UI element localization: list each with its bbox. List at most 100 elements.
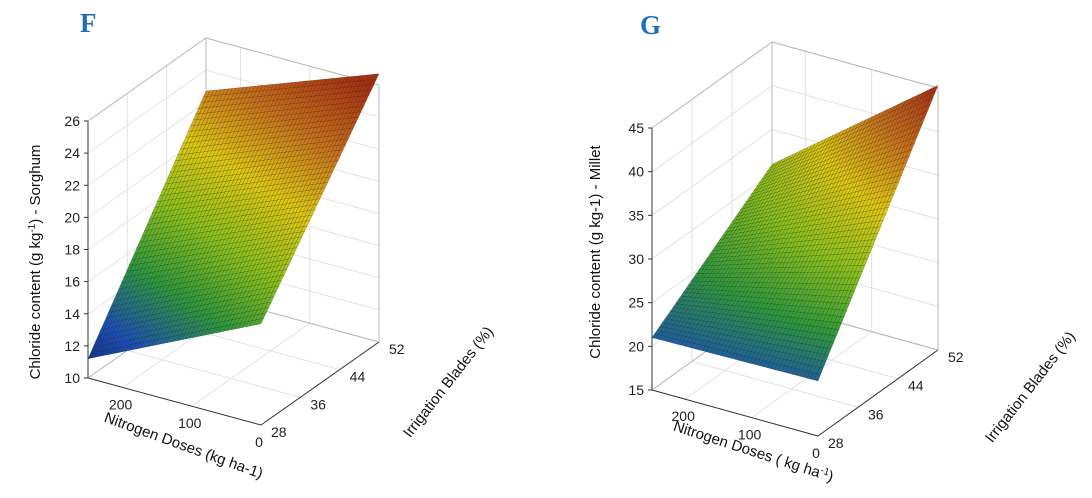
z-tick-label: 10 — [64, 370, 80, 386]
response-surface — [651, 85, 939, 382]
surface-chart-g: 15 20 25 30 35 40 45 0 100 200 28 36 44 52 Chloride co… — [587, 41, 1079, 486]
z-tick-label: 30 — [628, 251, 644, 267]
surface-cell — [351, 116, 359, 124]
y-grid-line — [691, 360, 859, 408]
z-axis-title: Chloride content (g kg-1) - Sorghum — [27, 145, 45, 380]
surface-cell — [915, 123, 923, 132]
x-tick-label: 0 — [812, 445, 820, 461]
y-tick-label: 44 — [350, 369, 366, 385]
surface-cell — [931, 85, 939, 94]
z-tick-label: 18 — [64, 242, 80, 258]
surface-cell — [866, 245, 874, 253]
surface-cell — [876, 220, 884, 228]
top-edge — [87, 37, 207, 122]
surface-cell — [874, 226, 881, 234]
surface-cell — [900, 162, 907, 171]
panel-letter-g: G — [640, 10, 662, 40]
z-tick-label: 24 — [64, 145, 80, 161]
z-grid-line — [87, 69, 207, 154]
z-tick-label: 12 — [64, 338, 80, 354]
surface-cell — [897, 168, 905, 177]
surface-cell — [262, 307, 270, 314]
surface-cell — [372, 73, 380, 80]
panel-letter-f: F — [80, 8, 97, 38]
z-grid-line — [651, 172, 773, 260]
surface-cell — [907, 142, 915, 152]
z-grid-line — [651, 85, 773, 173]
surface-cell — [895, 175, 902, 183]
surface-cell — [362, 95, 369, 102]
surface-cell — [881, 207, 889, 215]
surface-cell — [354, 111, 362, 118]
z-tick-label: 40 — [628, 164, 644, 180]
z-tick-label: 15 — [628, 382, 644, 398]
y-tick-label: 28 — [271, 424, 287, 440]
z-tick-label: 25 — [628, 295, 644, 311]
x-tick-label: 0 — [255, 434, 263, 450]
x-tick-label: 200 — [672, 408, 696, 424]
y-tick-label: 52 — [389, 341, 405, 357]
y-tick-label: 28 — [828, 435, 844, 451]
x-axis-line — [87, 377, 262, 426]
z-grid-line — [651, 128, 773, 216]
surface-chart-f: 10 12 14 16 18 20 22 24 26 0 100 200 28 36 44 52 Chlorid… — [27, 37, 497, 482]
surface-cell — [367, 84, 375, 91]
surface-cell — [364, 89, 372, 97]
surface-cell — [926, 97, 934, 107]
top-edge — [651, 41, 773, 129]
x-axis-line — [651, 389, 819, 437]
y-axis-title: Irrigation Blades (%) — [982, 328, 1079, 446]
surface-cell — [923, 104, 931, 113]
chart-panel-g: G 15 20 25 30 35 40 45 0 100 200 28 36 44 52 Chloride … — [546, 0, 1092, 498]
surface-cell — [829, 335, 837, 343]
top-edge — [771, 41, 939, 89]
z-tick-label: 26 — [64, 113, 80, 129]
z-tick-label: 45 — [628, 120, 644, 136]
surface-cell — [842, 303, 850, 311]
y-axis-title: Irrigation Blades (%) — [400, 323, 497, 441]
surface-cell — [303, 220, 310, 227]
surface-cell — [321, 182, 328, 189]
z-tick-label: 35 — [628, 207, 644, 223]
y-tick-label: 52 — [948, 349, 964, 365]
surface-cell — [861, 258, 868, 266]
x-tick-label: 200 — [109, 396, 133, 412]
surface-cell — [863, 252, 871, 260]
y-tick-label: 36 — [310, 396, 326, 412]
surface-cell — [910, 136, 918, 145]
y-axis-line — [817, 349, 939, 437]
y-grid-line — [127, 349, 301, 398]
y-tick-label: 36 — [868, 406, 884, 422]
surface-cell — [300, 225, 308, 233]
y-tick-label: 44 — [908, 378, 924, 394]
surface-cell — [905, 149, 913, 158]
surface-cell — [871, 232, 879, 241]
x-tick-label: 100 — [738, 427, 762, 443]
surface-cell — [313, 198, 321, 206]
surface-cell — [913, 130, 921, 139]
z-grid-line — [87, 101, 207, 186]
surface-cell — [814, 373, 821, 382]
y-axis-line — [260, 341, 380, 426]
surface-cell — [902, 155, 910, 164]
z-tick-label: 20 — [64, 209, 80, 225]
z-tick-label: 14 — [64, 306, 80, 322]
z-axis-title: Chloride content (g kg-1) - Millet — [587, 144, 604, 358]
x-tick-label: 100 — [178, 415, 202, 431]
surface-cell — [292, 242, 300, 249]
z-tick-label: 20 — [628, 338, 644, 354]
z-tick-label: 22 — [64, 177, 80, 193]
x-grid-line — [191, 322, 311, 407]
chart-panel-f: F 10 12 14 16 18 20 22 24 26 0 100 200 28 36 44 52 Chlor… — [27, 8, 497, 482]
response-surface — [87, 73, 380, 359]
z-tick-label: 16 — [64, 274, 80, 290]
surface-cell — [369, 78, 377, 86]
surface-cell — [824, 348, 832, 356]
surface-cell — [305, 214, 313, 222]
surface-cell — [892, 181, 900, 190]
surface-cell — [326, 171, 334, 178]
surface-cell — [884, 200, 892, 209]
surface-cell — [256, 318, 264, 325]
surface-cell — [845, 297, 853, 305]
surface-cell — [359, 100, 367, 108]
